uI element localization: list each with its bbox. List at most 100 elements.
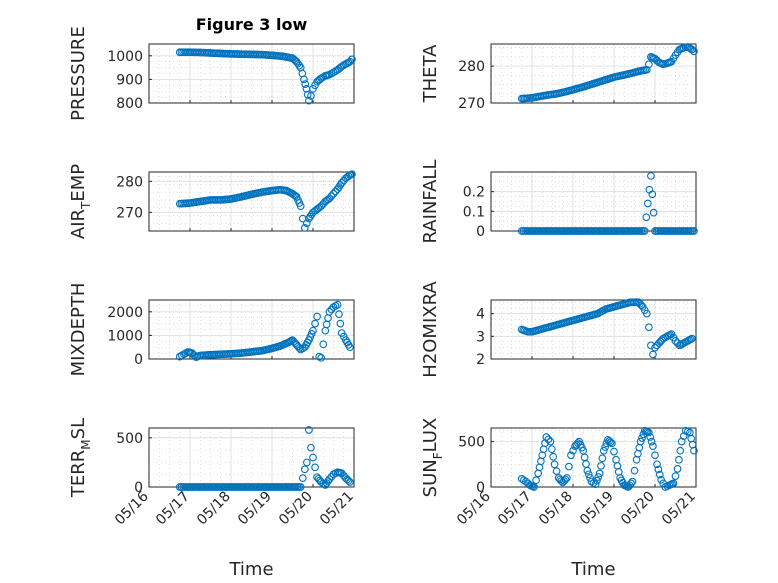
data-point bbox=[567, 451, 575, 460]
y-tick-label: 1000 bbox=[107, 49, 143, 65]
y-tick-label: 500 bbox=[458, 435, 485, 451]
data-point bbox=[561, 475, 570, 484]
data-point bbox=[524, 327, 532, 336]
data-point bbox=[325, 194, 334, 203]
data-point bbox=[636, 437, 645, 446]
data-point bbox=[311, 463, 319, 472]
data-point bbox=[690, 446, 698, 455]
y-label-subscript: M bbox=[79, 439, 93, 449]
data-point bbox=[644, 428, 653, 437]
data-point bbox=[348, 170, 356, 179]
data-point bbox=[348, 55, 356, 64]
data-point bbox=[319, 340, 328, 349]
data-point bbox=[335, 310, 343, 319]
axes-border bbox=[490, 299, 697, 360]
data-point bbox=[301, 80, 310, 88]
data-point bbox=[530, 483, 538, 491]
data-series bbox=[175, 48, 356, 105]
data-point bbox=[309, 453, 317, 462]
data-point bbox=[317, 202, 326, 211]
data-point bbox=[655, 470, 664, 479]
data-point bbox=[317, 353, 326, 362]
data-series bbox=[175, 300, 354, 362]
y-tick-label: 0.1 bbox=[463, 204, 485, 220]
data-point bbox=[333, 300, 342, 309]
data-point bbox=[597, 461, 605, 470]
data-point bbox=[295, 344, 304, 352]
y-label-main: TERR bbox=[68, 450, 89, 498]
data-point bbox=[295, 61, 304, 70]
data-point bbox=[606, 438, 615, 447]
axes-border bbox=[148, 299, 355, 360]
data-point bbox=[640, 227, 649, 235]
data-point bbox=[305, 96, 313, 105]
subplot-theta: 270 280 THETA bbox=[420, 43, 698, 112]
data-point bbox=[298, 474, 307, 483]
y-label-rest: EMP bbox=[68, 164, 89, 202]
data-point bbox=[642, 213, 651, 222]
y-tick-label: 2000 bbox=[107, 305, 143, 321]
data-point bbox=[638, 434, 646, 442]
data-series bbox=[517, 43, 698, 103]
data-point bbox=[671, 336, 680, 345]
subplot-air_temp: 270 280 AIRTEMP bbox=[68, 164, 356, 239]
data-point bbox=[675, 455, 683, 464]
axes-border bbox=[148, 171, 355, 232]
data-point bbox=[643, 199, 652, 208]
data-point bbox=[309, 326, 317, 335]
data-point bbox=[651, 451, 659, 460]
data-point bbox=[649, 442, 657, 451]
subplot-mixdepth: 0 1000 2000 MIXDEPTH bbox=[68, 283, 355, 377]
y-tick-label: 2 bbox=[476, 352, 485, 368]
data-point bbox=[549, 452, 558, 461]
y-label-rest: LUX bbox=[420, 418, 441, 453]
data-point bbox=[593, 476, 601, 485]
y-label-subscript: F bbox=[431, 452, 445, 459]
data-point bbox=[305, 426, 313, 434]
data-point bbox=[300, 465, 309, 474]
y-tick-label: 270 bbox=[458, 96, 485, 112]
data-point bbox=[676, 446, 685, 455]
data-point bbox=[344, 476, 353, 485]
y-axis-label: PRESSURE bbox=[68, 26, 89, 121]
y-axis-label: SUNFLUX bbox=[420, 418, 445, 498]
y-tick-label: 4 bbox=[476, 307, 485, 323]
data-point bbox=[542, 433, 551, 441]
data-point bbox=[647, 437, 656, 446]
y-label-main: AIR bbox=[68, 209, 89, 239]
data-point bbox=[296, 483, 305, 491]
y-tick-label: 280 bbox=[116, 174, 143, 190]
data-point bbox=[311, 319, 319, 328]
subplot-pressure: 800 900 1000 PRESSURE Figure 3 low bbox=[68, 15, 356, 121]
data-series bbox=[175, 426, 354, 491]
axes-border bbox=[148, 43, 355, 104]
x-axis-label: Time bbox=[228, 559, 273, 580]
data-point bbox=[296, 202, 305, 211]
data-point bbox=[648, 190, 657, 199]
data-point bbox=[671, 472, 680, 480]
y-label-subscript: T bbox=[79, 201, 93, 210]
data-point bbox=[673, 464, 682, 473]
data-point bbox=[644, 60, 653, 69]
data-point bbox=[642, 309, 651, 318]
data-point bbox=[346, 343, 354, 352]
data-point bbox=[532, 476, 540, 485]
data-point bbox=[594, 473, 603, 481]
data-point bbox=[565, 462, 573, 471]
y-axis-label: MIXDEPTH bbox=[68, 283, 89, 377]
data-point bbox=[595, 469, 604, 478]
data-point bbox=[346, 57, 354, 66]
data-point bbox=[307, 92, 315, 100]
data-point bbox=[627, 479, 635, 488]
chart-title: Figure 3 low bbox=[196, 15, 308, 34]
axes-border bbox=[490, 43, 697, 104]
y-tick-label: 0.2 bbox=[463, 185, 485, 201]
data-point bbox=[690, 47, 698, 56]
y-axis-label: AIRTEMP bbox=[68, 164, 93, 239]
data-point bbox=[337, 179, 346, 187]
data-point bbox=[688, 334, 696, 343]
y-label-main: SUN bbox=[420, 459, 441, 497]
data-point bbox=[325, 307, 334, 316]
data-point bbox=[336, 319, 345, 328]
y-axis-label: TERRMSL bbox=[68, 418, 93, 498]
